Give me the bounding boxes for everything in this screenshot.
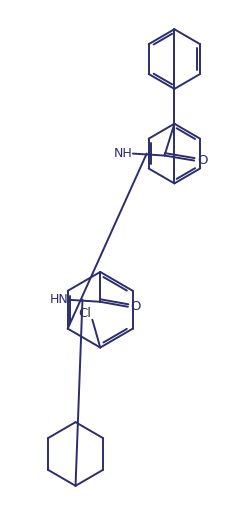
Text: O: O (131, 300, 141, 313)
Text: NH: NH (114, 147, 132, 160)
Text: HN: HN (49, 293, 68, 306)
Text: O: O (197, 154, 207, 167)
Text: Cl: Cl (78, 307, 91, 320)
